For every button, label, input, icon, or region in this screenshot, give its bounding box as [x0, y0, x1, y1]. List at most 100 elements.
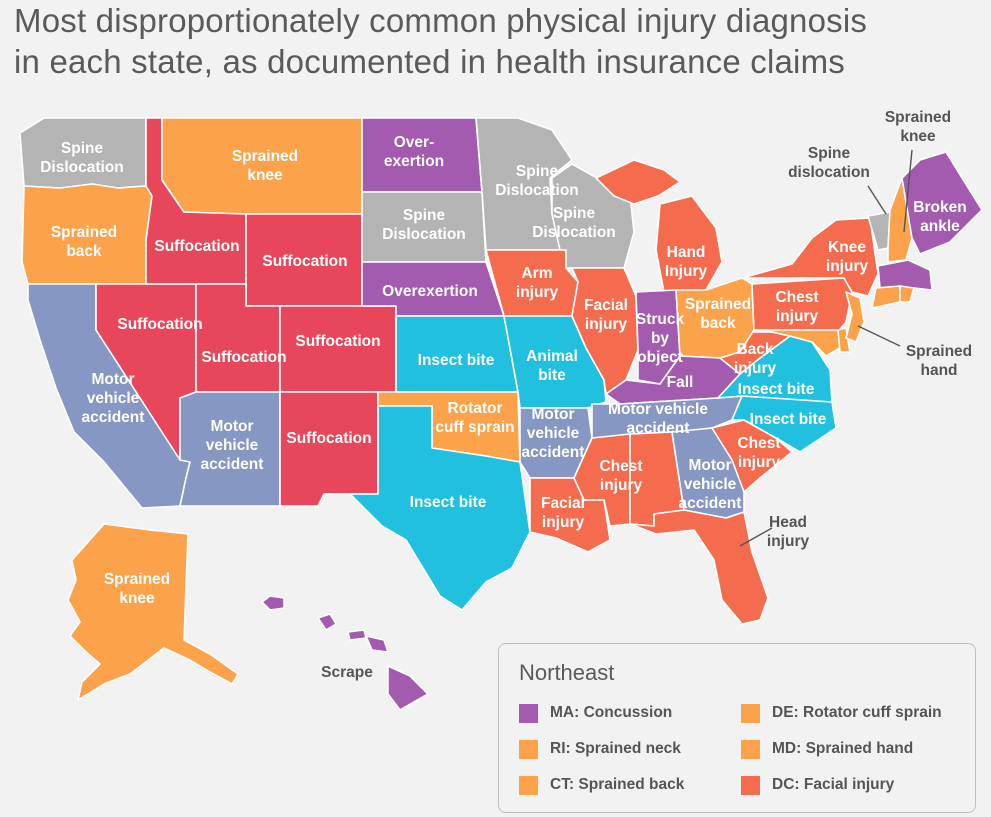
- label-hi: Scrape: [321, 664, 373, 681]
- label-line: Insect bite: [410, 494, 487, 511]
- legend-label: DC: Facial injury: [772, 776, 895, 793]
- label-line: knee: [900, 128, 936, 145]
- label-line: Struck: [636, 311, 685, 328]
- label-line: Spine: [516, 163, 559, 180]
- label-line: injury: [600, 477, 643, 494]
- state-FL[interactable]: [629, 509, 769, 625]
- label-mn: Spine Dislocation: [495, 163, 579, 199]
- legend-label: DE: Rotator cuff sprain: [772, 704, 942, 721]
- state-HI-3[interactable]: [347, 629, 367, 641]
- legend-item: RI: Sprained neck: [519, 739, 681, 759]
- state-TX[interactable]: [323, 405, 531, 611]
- label-co: Suffocation: [295, 333, 380, 350]
- label-line: injury: [738, 454, 781, 471]
- label-line: accident: [679, 495, 742, 512]
- legend-swatch: [519, 703, 538, 723]
- label-wv: Back injury: [734, 341, 777, 377]
- callout-fl: [739, 527, 773, 547]
- label-line: accident: [82, 409, 145, 426]
- state-MT[interactable]: [161, 117, 363, 215]
- label-line: Knee: [828, 239, 866, 256]
- label-nd: Over-exertion: [384, 134, 444, 170]
- state-NY[interactable]: [741, 217, 879, 297]
- label-id: Suffocation: [154, 238, 239, 255]
- state-RI[interactable]: [899, 285, 915, 303]
- callout-nj: [857, 325, 901, 347]
- label-line: hand: [920, 362, 957, 379]
- legend-northeast: Northeast MA: Concussion RI: Sprained ne…: [498, 643, 976, 813]
- title-line-2: in each state, as documented in health i…: [14, 43, 845, 80]
- label-line: Motor vehicle: [608, 401, 708, 418]
- state-HI-2[interactable]: [317, 613, 337, 631]
- callout-vt: [867, 185, 887, 215]
- label-line: Rotator: [447, 400, 502, 417]
- legend-item: DE: Rotator cuff sprain: [741, 703, 942, 723]
- label-line: vehicle: [206, 437, 259, 454]
- state-HI-1[interactable]: [261, 595, 285, 611]
- label-line: accident: [627, 420, 690, 437]
- legend-item: DC: Facial injury: [741, 775, 894, 795]
- state-HI-4[interactable]: [365, 635, 389, 653]
- state-MA[interactable]: [877, 259, 933, 291]
- legend-item: CT: Sprained back: [519, 775, 684, 795]
- label-line: accident: [522, 444, 585, 461]
- label-line: Sprained: [104, 571, 170, 588]
- state-MI[interactable]: [595, 159, 723, 293]
- label-ks: Insect bite: [418, 352, 495, 369]
- label-ky: Fall: [667, 374, 694, 391]
- callout-nh: [903, 149, 913, 233]
- label-line: Spine: [808, 145, 851, 162]
- label-line: Arm: [521, 265, 552, 282]
- label-line: ankle: [920, 218, 960, 235]
- label-line: Sprained: [885, 109, 951, 126]
- label-line: injury: [767, 533, 810, 550]
- label-fl: Head injury: [767, 514, 810, 550]
- state-NJ[interactable]: [845, 291, 865, 343]
- label-line: exertion: [384, 153, 444, 170]
- label-ca: Motor vehicle accident: [82, 371, 145, 426]
- label-line: Facial: [584, 297, 628, 314]
- label-vt: Spine dislocation: [788, 145, 870, 181]
- legend-item: MD: Sprained hand: [741, 739, 913, 759]
- state-MN[interactable]: [475, 117, 573, 251]
- label-line: Chest: [775, 289, 818, 306]
- legend-label: RI: Sprained neck: [550, 740, 681, 757]
- legend-swatch: [519, 739, 538, 759]
- label-nj: Sprained hand: [906, 343, 972, 379]
- state-HI-5[interactable]: [387, 665, 429, 711]
- label-sd: Spine Dislocation: [382, 207, 466, 243]
- title-line-1: Most disproportionately common physical …: [14, 2, 868, 39]
- legend-title: Northeast: [519, 660, 615, 685]
- label-line: Fall: [667, 374, 694, 391]
- label-tn: Motor vehicle accident: [608, 401, 708, 437]
- label-line: vehicle: [87, 390, 140, 407]
- label-line: Back: [736, 341, 773, 358]
- state-ME[interactable]: [901, 151, 983, 255]
- label-ga: Motor vehicle accident: [679, 457, 742, 512]
- state-NM[interactable]: [279, 391, 379, 507]
- label-line: Chest: [599, 458, 642, 475]
- label-line: Suffocation: [295, 333, 380, 350]
- label-line: Facial: [541, 495, 585, 512]
- label-line: Chest: [737, 435, 780, 452]
- state-AK[interactable]: [67, 523, 239, 701]
- label-line: Sprained: [51, 224, 117, 241]
- label-pa: Chest injury: [775, 289, 818, 325]
- label-line: Over-: [394, 134, 435, 151]
- label-line: by: [651, 330, 669, 347]
- label-line: Dislocation: [40, 159, 124, 176]
- state-CT[interactable]: [871, 285, 901, 309]
- label-nm: Suffocation: [286, 430, 371, 447]
- label-ak: Sprained knee: [104, 571, 170, 607]
- label-mt: Sprained knee: [232, 148, 298, 184]
- label-line: object: [637, 349, 683, 366]
- label-line: Motor: [531, 406, 574, 423]
- legend-label: MD: Sprained hand: [772, 740, 914, 757]
- label-line: Hand: [667, 244, 706, 261]
- label-line: Suffocation: [262, 253, 347, 270]
- label-line: Dislocation: [495, 182, 579, 199]
- label-line: Suffocation: [154, 238, 239, 255]
- label-line: injury: [542, 514, 585, 531]
- label-mo: Animal bite: [526, 348, 578, 384]
